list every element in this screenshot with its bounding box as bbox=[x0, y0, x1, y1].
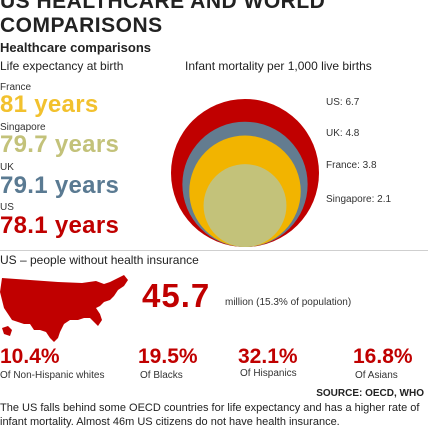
pct-value-hispanics: 32.1% bbox=[238, 345, 298, 368]
mortality-bubble-singapore bbox=[203, 164, 287, 247]
mortality-label-singapore: Singapore: 2.1 bbox=[326, 194, 392, 205]
pct-label-whites: Of Non-Hispanic whites bbox=[0, 370, 105, 381]
life-country-france: France bbox=[0, 82, 32, 93]
section-divider bbox=[0, 250, 428, 251]
pct-label-asians: Of Asians bbox=[355, 370, 398, 381]
life-value-uk: 79.1 years bbox=[0, 172, 120, 199]
footnote: The US falls behind some OECD countries … bbox=[0, 402, 420, 428]
source-credit: SOURCE: OECD, WHO bbox=[316, 388, 424, 399]
infant-mortality-heading: Infant mortality per 1,000 live births bbox=[185, 59, 372, 73]
life-value-singapore: 79.7 years bbox=[0, 131, 120, 158]
life-value-france: 81 years bbox=[0, 91, 99, 118]
page-title: US HEALTHCARE AND WORLD COMPARISONS bbox=[0, 0, 325, 38]
pct-value-asians: 16.8% bbox=[353, 345, 413, 368]
pct-label-hispanics: Of Hispanics bbox=[240, 368, 297, 379]
mortality-label-uk: UK: 4.8 bbox=[326, 128, 360, 139]
page-subtitle: Healthcare comparisons bbox=[0, 40, 152, 55]
uninsured-total-unit: million (15.3% of population) bbox=[225, 297, 352, 308]
mortality-label-us: US: 6.7 bbox=[326, 97, 360, 108]
title-line-1: US HEALTHCARE AND WORLD bbox=[0, 0, 326, 13]
life-expectancy-heading: Life expectancy at birth bbox=[0, 59, 124, 73]
life-country-us: US bbox=[0, 202, 14, 213]
life-country-uk: UK bbox=[0, 162, 14, 173]
infant-mortality-bubbles bbox=[171, 99, 319, 247]
us-map-icon bbox=[0, 275, 128, 342]
uninsured-heading: US – people without health insurance bbox=[0, 253, 199, 267]
pct-value-blacks: 19.5% bbox=[138, 345, 198, 368]
mortality-label-france: France: 3.8 bbox=[326, 160, 377, 171]
pct-label-blacks: Of Blacks bbox=[140, 370, 183, 381]
life-country-singapore: Singapore bbox=[0, 122, 46, 133]
title-line-2: COMPARISONS bbox=[0, 14, 163, 37]
uninsured-total-value: 45.7 bbox=[142, 277, 211, 314]
life-value-us: 78.1 years bbox=[0, 212, 120, 239]
pct-value-whites: 10.4% bbox=[0, 345, 60, 368]
